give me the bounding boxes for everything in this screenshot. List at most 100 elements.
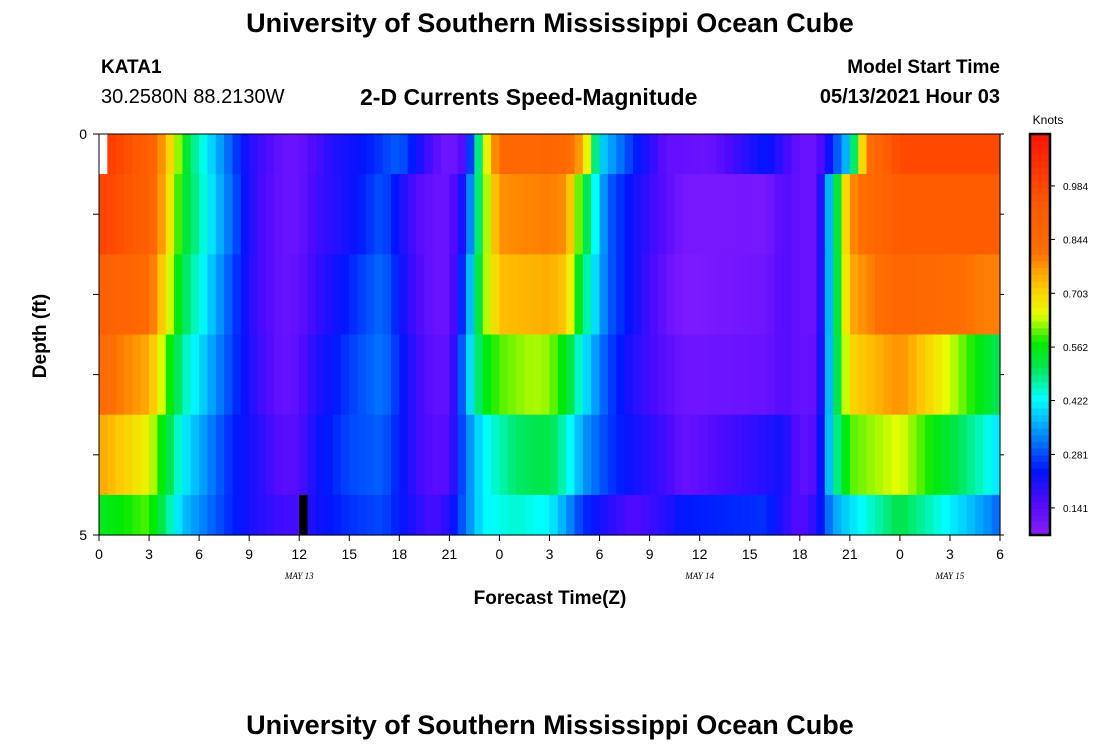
colorbar-swatch: [1030, 367, 1050, 376]
y-tick-label: 5: [79, 527, 87, 543]
colorbar-swatch: [1030, 321, 1050, 329]
heatmap-cell: [290, 254, 300, 336]
heatmap-cell: [607, 494, 617, 536]
x-tick-label: 6: [996, 546, 1004, 562]
heatmap-cell: [432, 174, 442, 255]
heatmap-cell: [299, 414, 309, 496]
heatmap-cell: [224, 254, 234, 336]
heatmap-cell: [833, 174, 843, 255]
heatmap-cell: [349, 334, 359, 416]
heatmap-cell: [174, 334, 184, 416]
heatmap-cell: [149, 494, 158, 536]
colorbar-swatch: [1030, 160, 1050, 168]
heatmap-cell: [99, 494, 108, 536]
heatmap-cell: [916, 494, 926, 536]
heatmap-cell: [599, 174, 609, 255]
heatmap-cell: [883, 254, 893, 336]
heatmap-cell: [933, 494, 943, 536]
x-tick-label: 0: [496, 546, 504, 562]
heatmap-cell: [724, 174, 734, 255]
heatmap-cell: [649, 414, 659, 496]
heatmap-cell: [441, 414, 450, 496]
colorbar-swatch: [1030, 287, 1050, 295]
heatmap-cell: [824, 254, 834, 336]
colorbar-swatch: [1030, 481, 1050, 489]
heatmap-cell: [591, 414, 601, 496]
heatmap-cell: [382, 174, 392, 255]
colorbar-label: Knots: [1033, 113, 1064, 127]
colorbar-swatch: [1030, 394, 1050, 402]
heatmap-cell: [282, 174, 292, 255]
heatmap-cell: [674, 254, 684, 336]
heatmap-cell: [616, 174, 626, 255]
heatmap-cell: [365, 174, 375, 255]
heatmap-cell: [115, 334, 125, 416]
heatmap-cell: [274, 334, 284, 416]
heatmap-cell: [124, 134, 133, 175]
colorbar-swatch: [1030, 327, 1050, 335]
heatmap-cell: [849, 334, 859, 416]
heatmap-cell: [466, 174, 476, 255]
colorbar-swatch: [1030, 154, 1050, 162]
heatmap-cell: [340, 134, 350, 175]
heatmap-cell: [182, 334, 192, 416]
heatmap-cell: [115, 174, 125, 255]
heatmap-cell: [908, 134, 918, 175]
heatmap-cell: [682, 334, 692, 416]
heatmap-cell: [849, 174, 859, 255]
heatmap-cell: [607, 254, 617, 336]
heatmap-cell: [874, 494, 884, 536]
heatmap-cell: [691, 494, 701, 536]
y-axis-label: Depth (ft): [30, 294, 51, 378]
heatmap-cell: [407, 134, 417, 175]
heatmap-cell: [332, 414, 342, 496]
colorbar-swatch: [1030, 134, 1050, 142]
heatmap-cell: [532, 254, 542, 336]
heatmap-cell: [124, 494, 133, 536]
heatmap-cell: [774, 494, 784, 536]
colorbar-frame: [1028, 132, 1052, 537]
model-start-label: Model Start Time: [847, 57, 1000, 78]
heatmap-cell: [207, 334, 217, 416]
heatmap-cell: [816, 334, 826, 416]
heatmap-cell: [966, 414, 976, 496]
heatmap-cell: [874, 254, 884, 336]
heatmap-cell: [224, 334, 234, 416]
colorbar-swatch: [1030, 281, 1050, 289]
heatmap-cell: [99, 414, 108, 496]
heatmap-cell: [624, 254, 634, 336]
heatmap-cell: [399, 414, 409, 496]
colorbar-swatch: [1030, 174, 1050, 182]
heatmap-cell: [482, 134, 492, 175]
heatmap-cell: [199, 414, 209, 496]
heatmap-cell: [315, 254, 325, 336]
heatmap-cell: [315, 174, 325, 255]
heatmap-cell: [491, 254, 501, 336]
heatmap-cell: [215, 414, 225, 496]
heatmap-cell: [516, 254, 526, 336]
heatmap-cell: [632, 174, 642, 255]
heatmap-cell: [749, 134, 759, 175]
missing-cells: [99, 134, 308, 535]
heatmap-cell: [708, 254, 717, 336]
heatmap-cell: [307, 414, 317, 496]
heatmap-cell: [799, 414, 809, 496]
heatmap-cell: [632, 414, 642, 496]
heatmap-cell: [532, 134, 542, 175]
heatmap-cell: [299, 174, 309, 255]
heatmap-cell: [466, 494, 476, 536]
heatmap-cell: [924, 254, 934, 336]
heatmap-cell: [557, 134, 567, 175]
heatmap-cell: [783, 414, 793, 496]
heatmap-cell: [340, 254, 350, 336]
heatmap-cell: [132, 134, 142, 175]
heatmap-cell: [482, 254, 492, 336]
heatmap-cell: [766, 134, 776, 175]
heatmap-cell: [541, 334, 551, 416]
heatmap-cell: [582, 134, 592, 175]
date-label: MAY 14: [684, 571, 714, 581]
heatmap-cell: [315, 414, 325, 496]
heatmap-cell: [315, 134, 325, 175]
heatmap-cell: [841, 254, 851, 336]
heatmap-cell: [107, 414, 117, 496]
